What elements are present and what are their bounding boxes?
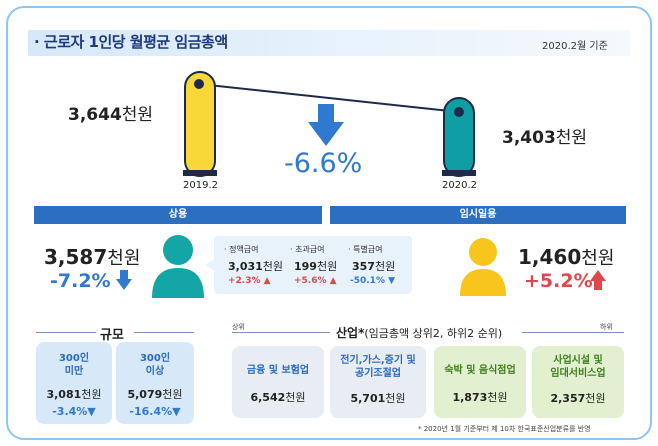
reference-date: 2020.2월 기준 xyxy=(542,41,608,52)
curr-amount: 3,403천원 xyxy=(502,128,588,148)
industry-card-title: 숙박 및 음식점업 xyxy=(444,365,516,376)
page-title: · 근로자 1인당 월평균 임금총액 xyxy=(34,33,228,51)
size-card-title: 300인 xyxy=(58,353,90,364)
wage-change-fixed: +2.3% ▲ xyxy=(228,276,271,286)
divider xyxy=(134,332,194,333)
thermometer-icon xyxy=(442,97,476,177)
temporary-header: 임시일용 xyxy=(330,206,626,224)
wage-change-special: -50.1% ▼ xyxy=(350,276,396,286)
industry-card-value: 1,873천원 xyxy=(452,391,508,404)
divider xyxy=(522,332,624,333)
up-arrow-icon xyxy=(590,270,606,290)
prev-period-label: 2019.2 xyxy=(183,180,218,191)
wage-breakdown-box xyxy=(214,236,412,294)
temporary-amount: 1,460천원 xyxy=(518,245,615,269)
divider xyxy=(36,332,96,333)
industry-card-title: 사업시설 및 xyxy=(553,355,603,366)
top-rank-label: 상위 xyxy=(232,323,245,331)
prev-amount: 3,644천원 xyxy=(68,105,154,125)
person-icon xyxy=(152,235,204,298)
overall-change: -6.6% xyxy=(284,148,363,179)
divider xyxy=(232,332,330,333)
down-arrow-icon xyxy=(116,270,132,290)
size-card-value: 5,079천원 xyxy=(127,388,183,401)
industry-card-title: 전기,가스,증기 및 xyxy=(340,355,416,366)
title-bar xyxy=(28,30,630,56)
regular-header: 상용 xyxy=(34,206,322,224)
footnote: * 2020년 1월 기준부터 제 10차 한국표준산업분류를 반영 xyxy=(418,425,591,433)
size-card-title: 300인 xyxy=(139,353,171,364)
industry-card-facilities: 사업시설 및 임대서비스업 2,357천원 xyxy=(532,346,624,418)
size-card-title: 미만 xyxy=(64,366,84,377)
wage-label-overtime: · 초과급여 xyxy=(290,245,325,254)
wage-value-special: 357천원 xyxy=(352,260,396,273)
down-arrow-icon xyxy=(308,104,344,146)
size-card-small: 300인 미만 3,081천원 -3.4%▼ xyxy=(36,342,112,424)
trend-line xyxy=(198,83,460,113)
size-card-change: -16.4%▼ xyxy=(129,405,181,418)
bottom-rank-label: 하위 xyxy=(600,323,613,331)
regular-amount: 3,587천원 xyxy=(44,245,141,269)
thermometer-icon xyxy=(183,71,217,177)
industry-card-title: 공기조절업 xyxy=(355,368,401,379)
wage-label-special: · 특별급여 xyxy=(348,245,383,254)
industry-card-title: 금융 및 보험업 xyxy=(246,365,310,376)
regular-change: -7.2% xyxy=(50,270,111,292)
wage-value-fixed: 3,031천원 xyxy=(228,260,284,273)
wage-label-fixed: · 정액급여 xyxy=(224,245,259,254)
wage-change-overtime: +5.6% ▲ xyxy=(294,276,337,286)
size-card-value: 3,081천원 xyxy=(46,388,102,401)
industry-card-title: 임대서비스업 xyxy=(550,368,606,379)
wage-value-overtime: 199천원 xyxy=(294,260,338,273)
pointer-icon xyxy=(206,258,216,272)
size-card-title: 이상 xyxy=(145,366,165,377)
temporary-change: +5.2% xyxy=(524,270,593,292)
industry-card-finance: 금융 및 보험업 6,542천원 xyxy=(232,346,324,418)
industry-card-accommodation: 숙박 및 음식점업 1,873천원 xyxy=(434,346,526,418)
size-card-change: -3.4%▼ xyxy=(52,405,96,418)
curr-period-label: 2020.2 xyxy=(442,180,477,191)
size-heading: 규모 xyxy=(100,328,124,343)
industry-card-value: 5,701천원 xyxy=(350,392,406,405)
industry-card-value: 6,542천원 xyxy=(250,391,306,404)
size-card-large: 300인 이상 5,079천원 -16.4%▼ xyxy=(116,342,194,424)
industry-card-value: 2,357천원 xyxy=(550,392,606,405)
industry-heading: 산업*(임금총액 상위2, 하위2 순위) xyxy=(336,326,503,340)
industry-card-utilities: 전기,가스,증기 및 공기조절업 5,701천원 xyxy=(330,346,426,418)
person-icon xyxy=(460,238,506,296)
